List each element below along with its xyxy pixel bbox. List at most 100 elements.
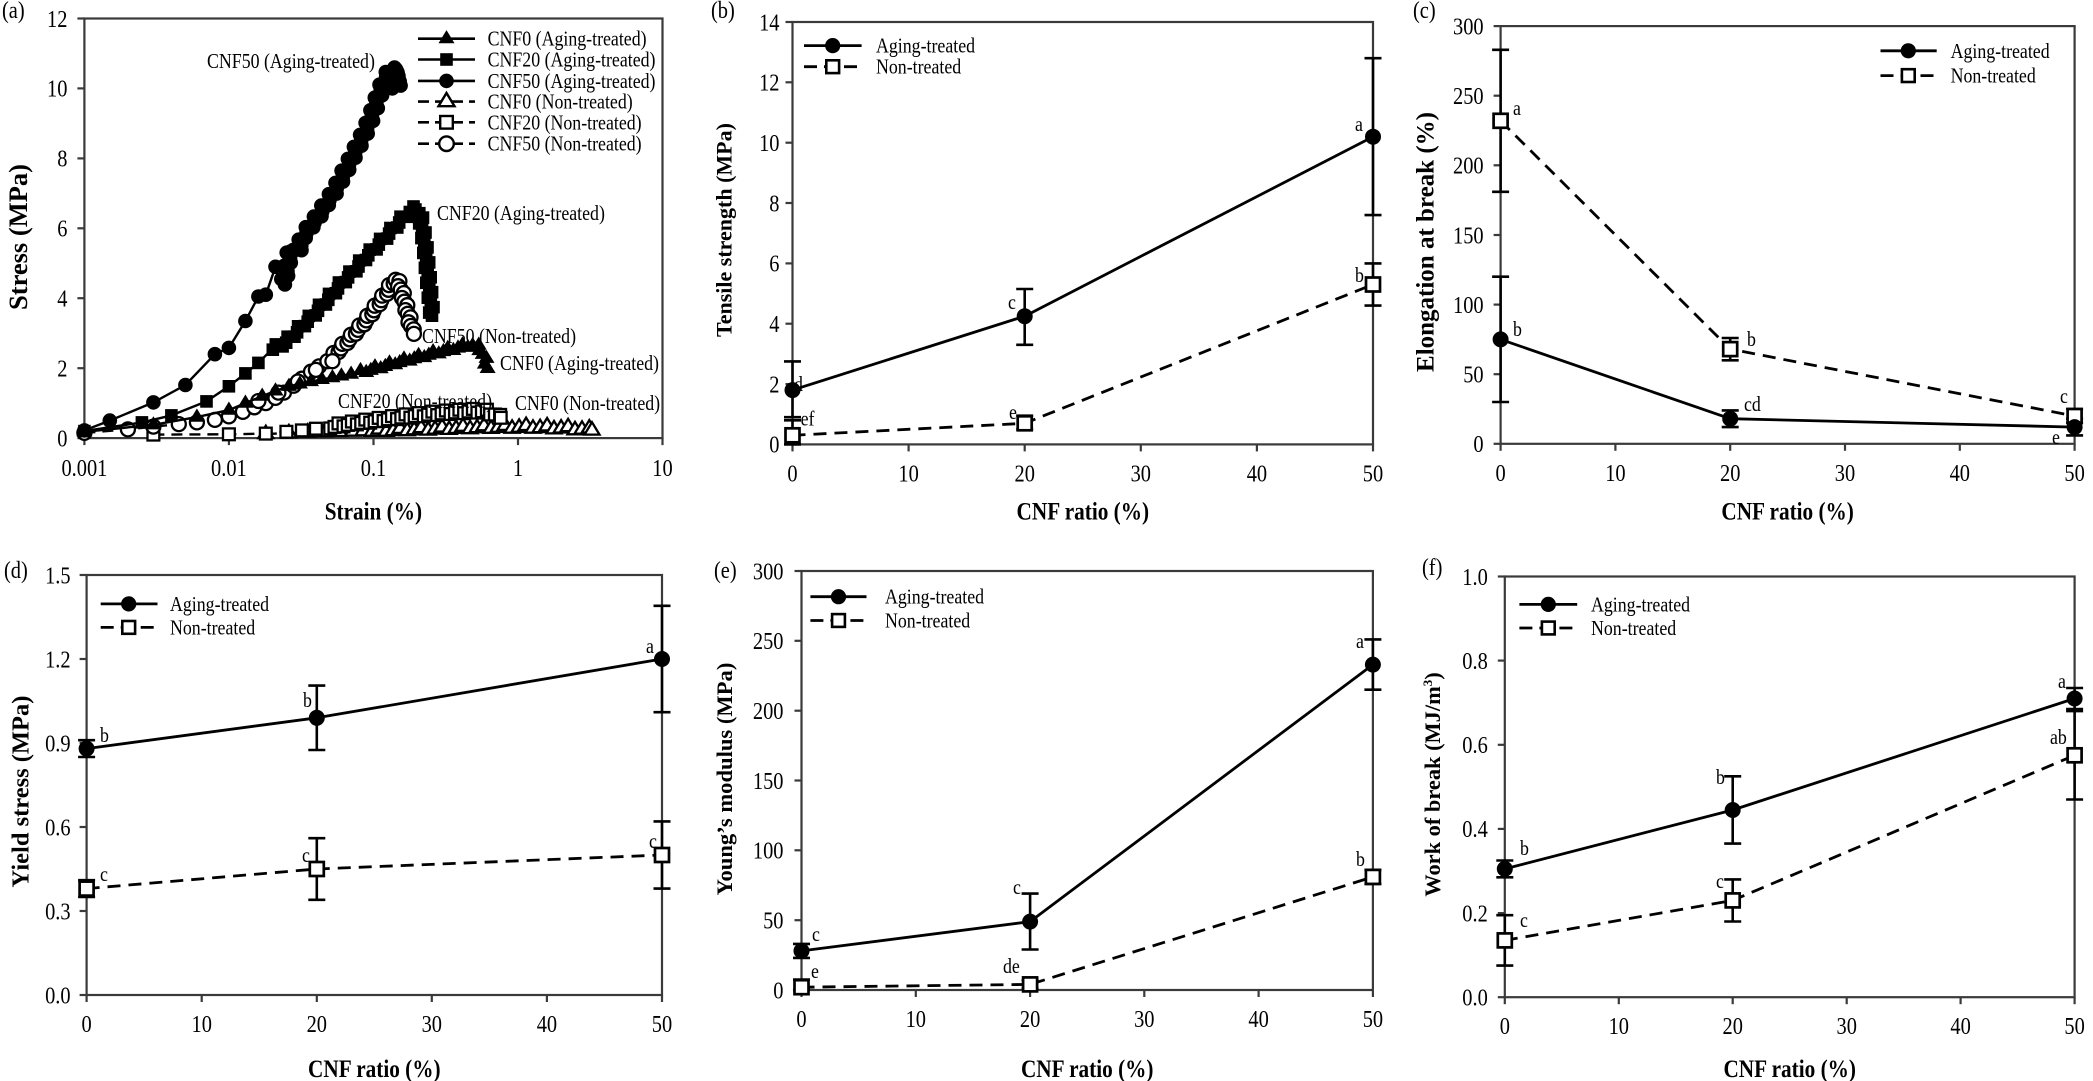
svg-text:0.0: 0.0 [1462, 984, 1488, 1011]
svg-text:CNF20 (Aging-treated): CNF20 (Aging-treated) [488, 49, 656, 72]
svg-text:Non-treated: Non-treated [1951, 65, 2036, 88]
svg-text:(d): (d) [4, 556, 28, 583]
svg-text:CNF0 (Non-treated): CNF0 (Non-treated) [515, 393, 660, 416]
svg-text:e: e [1009, 402, 1017, 425]
svg-text:c: c [1716, 871, 1724, 894]
svg-text:a: a [646, 636, 654, 659]
svg-text:CNF50 (Non-treated): CNF50 (Non-treated) [422, 326, 576, 349]
svg-text:b: b [1356, 849, 1365, 872]
svg-text:CNF ratio (%): CNF ratio (%) [1017, 498, 1150, 526]
svg-text:20: 20 [1015, 460, 1035, 487]
svg-text:b: b [1355, 265, 1364, 288]
svg-text:b: b [1513, 319, 1522, 342]
svg-text:4: 4 [769, 310, 779, 337]
svg-text:e: e [811, 961, 819, 984]
svg-text:12: 12 [759, 69, 779, 96]
svg-text:(a): (a) [2, 0, 25, 23]
svg-text:12: 12 [47, 5, 67, 32]
svg-text:250: 250 [753, 628, 784, 655]
svg-text:8: 8 [769, 190, 779, 217]
svg-text:250: 250 [1453, 82, 1484, 109]
svg-text:(b): (b) [711, 0, 735, 23]
svg-text:Non-treated: Non-treated [876, 56, 961, 79]
svg-text:Tensile strength (MPa): Tensile strength (MPa) [712, 123, 737, 337]
svg-text:b: b [100, 725, 109, 748]
svg-text:b: b [1747, 329, 1756, 352]
svg-text:0.4: 0.4 [1462, 816, 1488, 843]
svg-text:Aging-treated: Aging-treated [876, 35, 975, 58]
svg-text:CNF50 (Aging-treated): CNF50 (Aging-treated) [207, 51, 375, 74]
svg-text:150: 150 [753, 767, 784, 794]
svg-text:Aging-treated: Aging-treated [1591, 594, 1690, 617]
svg-text:Aging-treated: Aging-treated [1951, 41, 2050, 64]
svg-text:100: 100 [1453, 291, 1484, 318]
svg-text:0.1: 0.1 [361, 455, 387, 482]
svg-text:20: 20 [1020, 1005, 1040, 1032]
svg-text:CNF20 (Non-treated): CNF20 (Non-treated) [488, 112, 642, 135]
svg-text:20: 20 [307, 1010, 327, 1037]
svg-text:de: de [1003, 956, 1020, 979]
svg-text:Yield stress (MPa): Yield stress (MPa) [8, 696, 35, 888]
svg-text:14: 14 [759, 9, 779, 36]
svg-text:CNF0 (Non-treated): CNF0 (Non-treated) [488, 91, 633, 114]
svg-text:300: 300 [1453, 13, 1484, 40]
svg-text:0.01: 0.01 [211, 455, 247, 482]
svg-text:c: c [812, 924, 820, 947]
svg-text:c: c [302, 845, 310, 868]
svg-text:a: a [2058, 671, 2066, 694]
svg-text:Aging-treated: Aging-treated [170, 594, 269, 617]
svg-text:Non-treated: Non-treated [885, 610, 970, 633]
svg-text:6: 6 [769, 250, 779, 277]
svg-text:10: 10 [1609, 1013, 1629, 1040]
svg-text:0: 0 [81, 1010, 91, 1037]
svg-text:50: 50 [652, 1010, 672, 1037]
svg-text:10: 10 [192, 1010, 212, 1037]
svg-text:50: 50 [1463, 361, 1483, 388]
svg-text:0: 0 [787, 460, 797, 487]
svg-text:1.2: 1.2 [45, 646, 71, 673]
svg-text:2: 2 [57, 355, 67, 382]
svg-text:0: 0 [1500, 1013, 1510, 1040]
svg-text:6: 6 [57, 215, 67, 242]
svg-text:30: 30 [1837, 1013, 1857, 1040]
svg-text:10: 10 [1605, 459, 1625, 486]
svg-text:0: 0 [773, 977, 783, 1004]
svg-text:20: 20 [1720, 459, 1740, 486]
svg-text:Aging-treated: Aging-treated [885, 586, 984, 609]
svg-text:0: 0 [769, 431, 779, 458]
svg-text:Work of break (MJ/m3): Work of break (MJ/m3) [1420, 672, 1445, 896]
svg-text:b: b [303, 690, 312, 713]
svg-text:c: c [2060, 386, 2068, 409]
svg-text:c: c [1008, 292, 1016, 315]
svg-text:10: 10 [759, 129, 779, 156]
svg-text:20: 20 [1723, 1013, 1743, 1040]
svg-text:4: 4 [57, 285, 67, 312]
svg-text:CNF50 (Non-treated): CNF50 (Non-treated) [488, 133, 642, 156]
svg-text:Strain (%): Strain (%) [325, 498, 422, 526]
svg-text:300: 300 [753, 558, 784, 585]
svg-text:Young’s modulus (MPa): Young’s modulus (MPa) [712, 663, 737, 896]
svg-text:0: 0 [796, 1005, 806, 1032]
svg-text:0: 0 [1473, 431, 1483, 458]
svg-text:b: b [1520, 838, 1529, 861]
svg-text:200: 200 [1453, 152, 1484, 179]
svg-text:0.8: 0.8 [1462, 647, 1488, 674]
svg-text:1: 1 [513, 455, 523, 482]
svg-text:c: c [649, 831, 657, 854]
svg-text:150: 150 [1453, 222, 1484, 249]
svg-text:40: 40 [1248, 1005, 1268, 1032]
svg-text:ef: ef [801, 408, 815, 431]
svg-text:1.5: 1.5 [45, 562, 71, 589]
svg-text:CNF ratio (%): CNF ratio (%) [1721, 498, 1854, 526]
svg-text:(e): (e) [714, 556, 737, 583]
svg-text:Non-treated: Non-treated [170, 617, 255, 640]
svg-text:0.001: 0.001 [61, 455, 107, 482]
svg-text:50: 50 [2064, 1013, 2084, 1040]
svg-text:200: 200 [753, 697, 784, 724]
svg-text:Elongation at break (%): Elongation at break (%) [1413, 112, 1440, 372]
svg-text:0.6: 0.6 [1462, 732, 1488, 759]
svg-text:30: 30 [422, 1010, 442, 1037]
svg-text:8: 8 [57, 145, 67, 172]
svg-text:50: 50 [2064, 459, 2084, 486]
svg-text:10: 10 [652, 455, 672, 482]
